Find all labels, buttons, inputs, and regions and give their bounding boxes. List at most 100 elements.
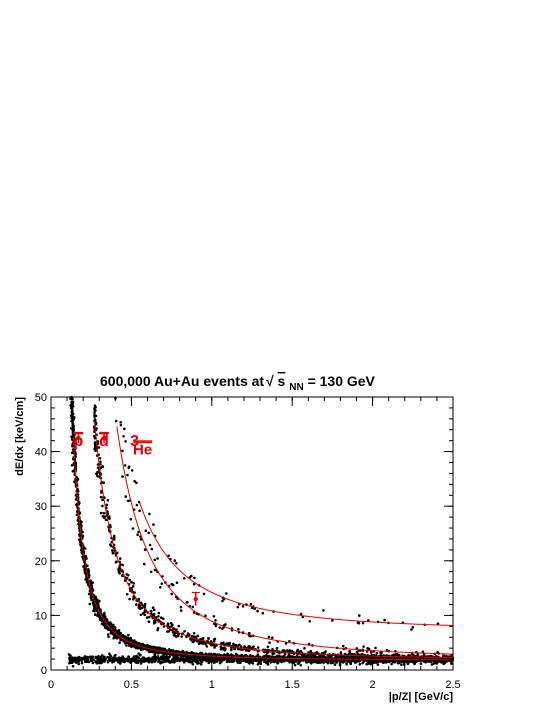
helium-point [222,598,226,601]
proton-point [122,634,125,638]
helium-point [225,592,228,595]
deuteron-point [162,617,165,621]
pion-point [235,659,239,663]
chart-title-sqrt: s [278,373,286,389]
proton-point [83,568,86,571]
triton-point [303,647,306,650]
helium-point [221,599,224,603]
triton-point [218,626,221,629]
triton-point [392,653,396,656]
deuteron-point [205,645,209,648]
deuteron-point [137,597,141,601]
pion-point [202,658,205,662]
proton-point [107,635,110,638]
deuteron-point [230,646,233,650]
deuteron-point [219,645,223,648]
deuteron-point [237,644,240,647]
proton-point [112,637,115,640]
proton-point [125,644,128,647]
deuteron-point [139,613,143,617]
pion-point [154,659,157,662]
deuteron-point [137,604,141,608]
triton-point [214,619,217,622]
pion-point [191,659,194,663]
proton-point [280,659,284,663]
helium-point [249,602,253,606]
proton-point [113,627,117,631]
triton-point [143,562,146,566]
proton-point [155,651,158,654]
pion-point [296,662,300,665]
pion-point [103,658,107,662]
scatter-bands [67,395,455,668]
pion-point [178,657,182,661]
deuteron-point [212,640,216,643]
deuteron-point [224,647,227,651]
deuteron-point [271,648,274,651]
proton-point [71,412,74,416]
pion-point [295,654,299,658]
proton-point [165,654,168,658]
pion-point [393,660,397,664]
pion-point [88,655,92,659]
deuteron-point [130,586,133,590]
proton-point [87,570,90,573]
proton-point [129,642,132,646]
proton-point [128,637,131,641]
triton-point [365,650,369,653]
pion-point [114,653,117,657]
pion-point [100,654,104,657]
proton-point [70,419,73,423]
deuteron-point [157,611,161,615]
proton-point [123,640,127,644]
deuteron-point [278,651,281,655]
proton-point [104,626,107,630]
deuteron-point [166,623,170,627]
helium-point [436,622,440,625]
deuteron-point [175,635,178,638]
proton-point [69,427,73,430]
helium-point [130,469,134,472]
proton-point [197,656,201,659]
proton-point [80,551,84,554]
proton-point [77,501,81,505]
plot-area: p d 3He [67,395,455,668]
deuteron-point [189,637,192,641]
x-axis-label: |p/Z| [GeV/c] [389,691,454,703]
y-tick-label: 20 [35,556,47,568]
deuteron-point [102,511,106,515]
deuteron-point [94,414,98,418]
triton-point [159,586,162,589]
deuteron-point [101,498,104,502]
deuteron-point [132,582,135,585]
triton-point [136,533,139,536]
triton-point [171,583,175,587]
deuteron-point [183,630,186,633]
deuteron-point [143,602,147,606]
pion-point [276,661,280,665]
triton-point [126,499,130,503]
proton-point [89,579,92,582]
theory-curves [73,420,454,661]
triton-point [362,645,365,648]
pion-point [133,656,137,659]
deuteron-point [220,641,223,645]
triton-point [148,543,152,547]
proton-point [96,604,100,607]
pion-point [127,655,130,659]
triton-point [179,609,183,612]
proton-point [71,435,74,438]
proton-point [87,568,90,571]
deuteron-point [283,653,287,656]
deuteron-point [370,656,374,659]
pion-point [106,655,109,659]
deuteron-point [141,612,145,615]
triton-point [214,624,218,628]
pion-point [94,655,98,659]
helium-point [123,427,126,431]
helium-point [308,620,312,623]
helium-point [175,581,179,584]
deuteron-point [93,418,97,422]
deuteron-point [239,648,242,651]
